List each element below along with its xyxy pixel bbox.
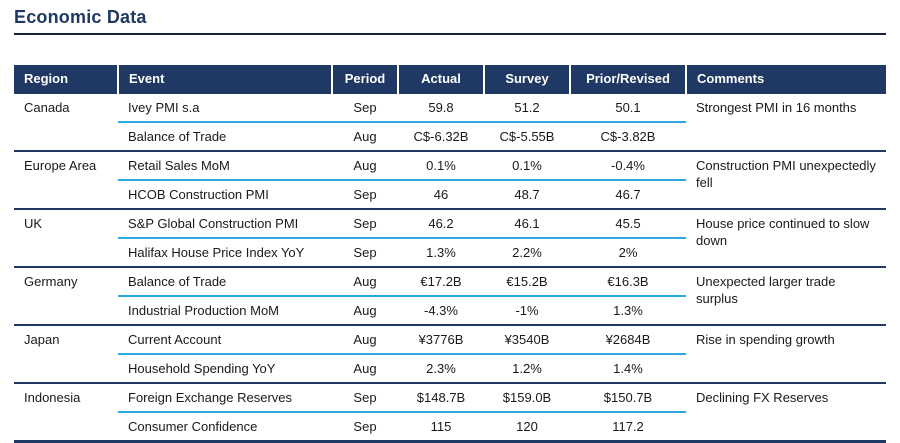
period-cell: Aug [353,129,377,144]
table-row: Industrial Production MoM Aug -4.3% -1% 1.3% [14,296,886,325]
table-header: Region Event Period Actual Survey Prior/… [14,65,886,93]
prior-revised-cell: ¥2684B [570,324,686,355]
region-cell: Europe Area [14,150,118,209]
period-cell: Sep [353,187,377,202]
table-row: Canada Ivey PMI s.a Sep 59.8 51.2 50.1 Stronge… [14,92,886,151]
survey-cell: 1.2% [512,361,542,376]
header-row: Region Event Period Actual Survey Prior/… [14,65,886,93]
table-row: Europe Area Retail Sales MoM Aug 0.1% 0.1% -0… [14,150,886,209]
comment-cell: Strongest PMI in 16 months [686,92,886,151]
survey-cell: 51.2 [484,92,570,123]
table-body: Canada Ivey PMI s.a Sep 59.8 51.2 50.1 Stronge… [14,92,886,442]
prior-revised-cell: 45.5 [570,208,686,239]
region-cell: Germany [14,266,118,325]
period-cell: Sep [332,92,398,123]
title-rule [14,33,886,35]
region-cell: Canada [14,92,118,151]
prior-revised-cell: €16.3B [570,266,686,297]
comment-cell: Declining FX Reserves [686,382,886,442]
actual-cell: -4.3% [424,303,458,318]
col-header-survey: Survey [483,65,570,93]
event-cell: Retail Sales MoM [118,150,332,181]
survey-cell: C$-5.55B [499,129,555,144]
actual-cell: $148.7B [398,382,484,413]
table-row: Consumer Confidence Sep 115 120 117.2 [14,412,886,442]
event-cell: S&P Global Construction PMI [118,208,332,239]
survey-cell: -1% [515,303,539,318]
col-header-event: Event [117,65,332,93]
actual-cell: 2.3% [426,361,456,376]
period-cell: Sep [332,382,398,413]
prior-revised-cell: -0.4% [570,150,686,181]
actual-cell: €17.2B [398,266,484,297]
comment-cell: Unexpected larger trade surplus [686,266,886,325]
event-cell: Current Account [118,324,332,355]
actual-cell: 46 [433,187,449,202]
event-cell: Ivey PMI s.a [118,92,332,123]
prior-revised-cell: 1.4% [613,361,643,376]
period-cell: Sep [353,419,377,434]
region-cell: UK [14,208,118,267]
survey-cell: €15.2B [484,266,570,297]
event-cell: Household Spending YoY [128,361,276,376]
table-row: Halifax House Price Index YoY Sep 1.3% 2.2%… [14,238,886,267]
period-cell: Sep [353,245,377,260]
table-row: Japan Current Account Aug ¥3776B ¥3540B ¥2684… [14,324,886,383]
survey-cell: ¥3540B [484,324,570,355]
actual-cell: ¥3776B [398,324,484,355]
event-cell: HCOB Construction PMI [128,187,269,202]
economic-data-table: Region Event Period Actual Survey Prior/… [14,65,886,443]
table-row: Indonesia Foreign Exchange Reserves Sep $14… [14,382,886,442]
table-row: Household Spending YoY Aug 2.3% 1.2% 1.4% [14,354,886,383]
survey-cell: 48.7 [514,187,540,202]
event-cell: Balance of Trade [118,266,332,297]
region-cell: Indonesia [14,382,118,442]
actual-cell: 59.8 [398,92,484,123]
period-cell: Aug [332,266,398,297]
prior-revised-cell: 117.2 [612,419,644,434]
prior-revised-cell: 46.7 [615,187,641,202]
survey-cell: 46.1 [484,208,570,239]
prior-revised-cell: 2% [618,245,638,260]
actual-cell: 1.3% [426,245,456,260]
prior-revised-cell: C$-3.82B [600,129,656,144]
col-header-actual: Actual [397,65,484,93]
survey-cell: 120 [516,419,538,434]
period-cell: Sep [332,208,398,239]
survey-cell: $159.0B [484,382,570,413]
period-cell: Aug [353,303,377,318]
event-cell: Consumer Confidence [128,419,258,434]
actual-cell: 115 [430,419,452,434]
event-cell: Balance of Trade [128,129,227,144]
table-row: HCOB Construction PMI Sep 46 48.7 46.7 [14,180,886,209]
col-header-period: Period [331,65,398,93]
table-row: Balance of Trade Aug C$-6.32B C$-5.55B C$-3.… [14,122,886,151]
actual-cell: 0.1% [398,150,484,181]
col-header-comments: Comments [685,65,886,93]
region-cell: Japan [14,324,118,383]
col-header-prior-revised: Prior/Revised [569,65,686,93]
table-row: UK S&P Global Construction PMI Sep 46.2 46.1… [14,208,886,267]
actual-cell: C$-6.32B [413,129,469,144]
prior-revised-cell: 50.1 [570,92,686,123]
event-cell: Industrial Production MoM [128,303,280,318]
survey-cell: 2.2% [512,245,542,260]
period-cell: Aug [332,150,398,181]
col-header-region: Region [14,65,118,93]
table-row: Germany Balance of Trade Aug €17.2B €15.2B €1… [14,266,886,325]
actual-cell: 46.2 [398,208,484,239]
event-cell: Halifax House Price Index YoY [128,245,305,260]
period-cell: Aug [332,324,398,355]
comment-cell: House price continued to slow down [686,208,886,267]
comment-cell: Construction PMI unexpectedly fell [686,150,886,209]
period-cell: Aug [353,361,377,376]
prior-revised-cell: $150.7B [570,382,686,413]
page-title: Economic Data [14,7,147,27]
event-cell: Foreign Exchange Reserves [118,382,332,413]
survey-cell: 0.1% [484,150,570,181]
prior-revised-cell: 1.3% [613,303,643,318]
comment-cell: Rise in spending growth [686,324,886,383]
